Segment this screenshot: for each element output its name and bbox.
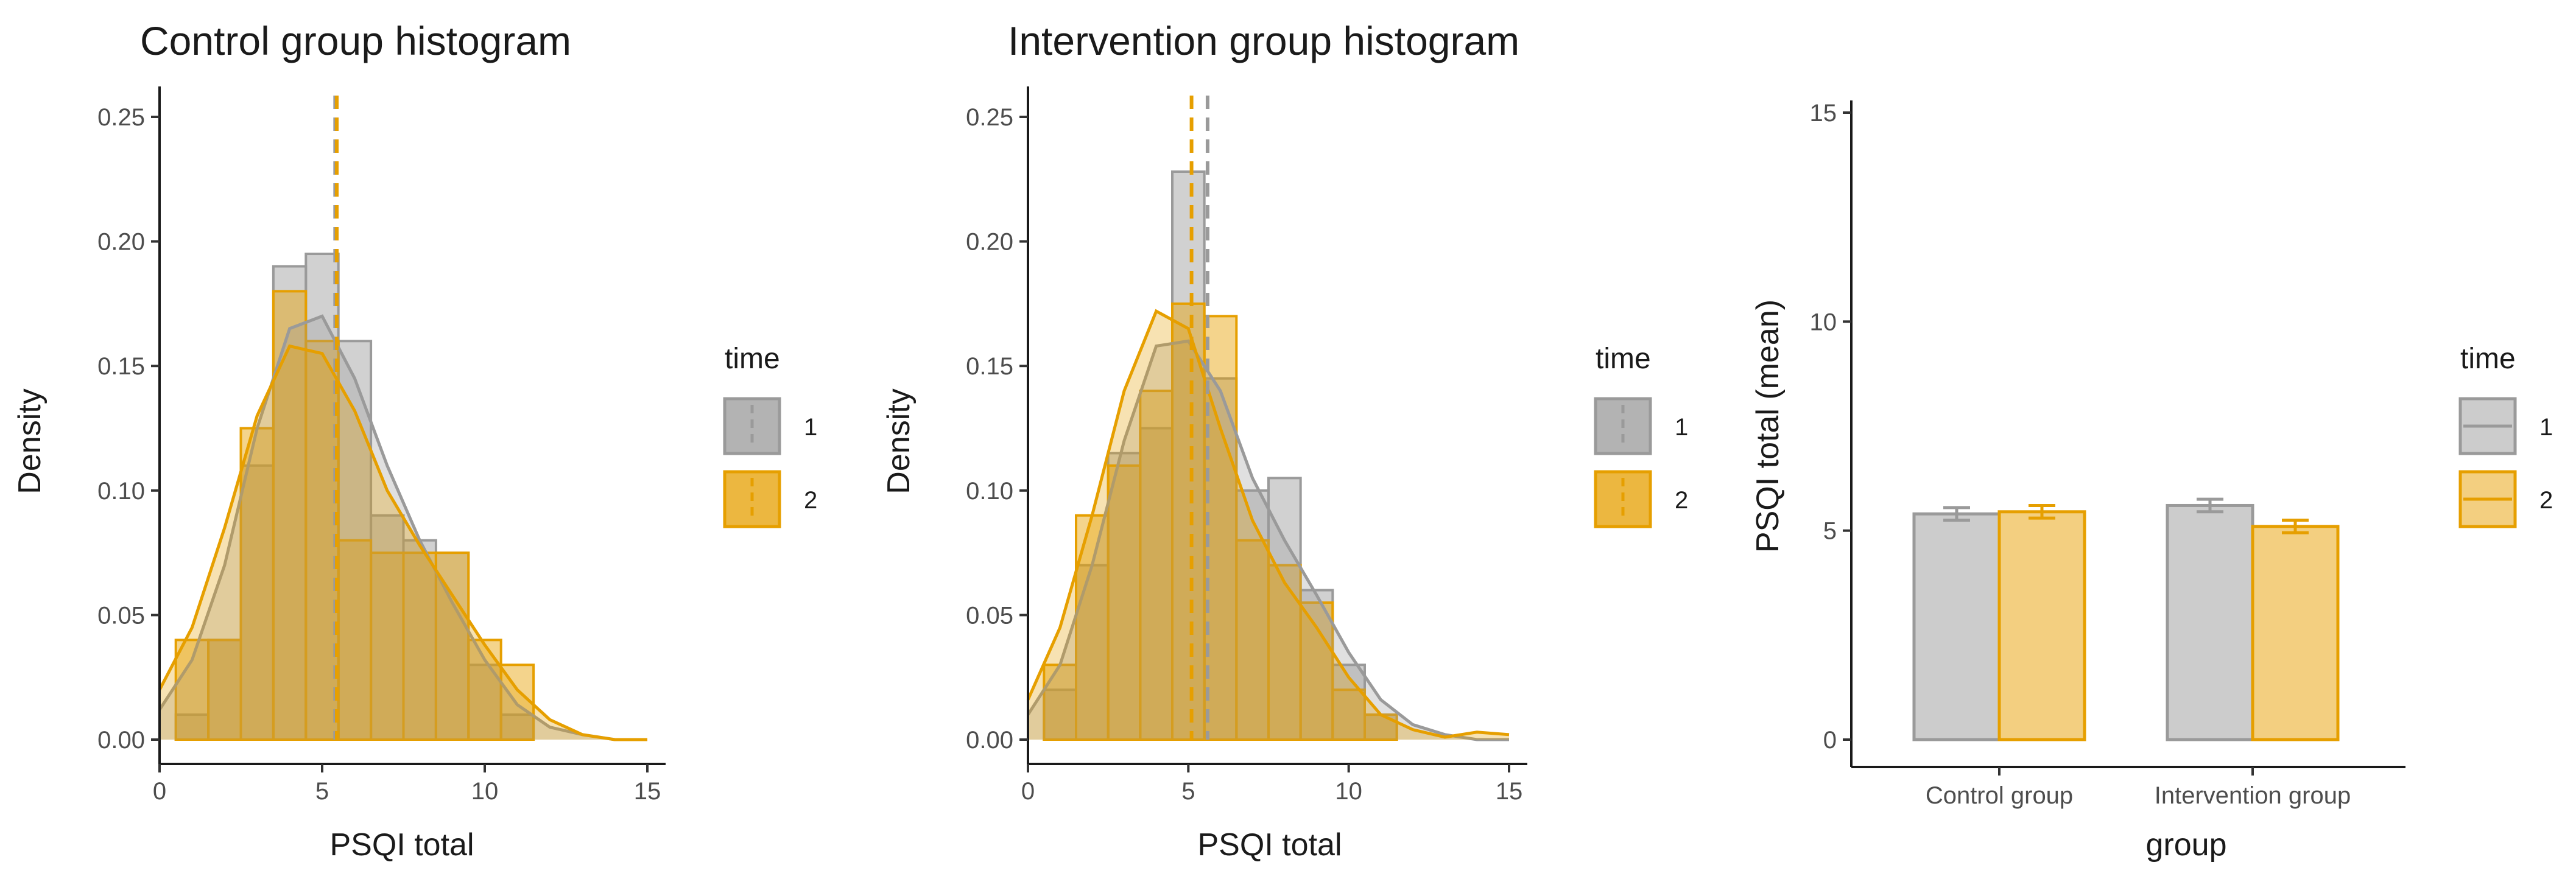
x-tick-label: 0 bbox=[153, 778, 166, 805]
histogram-bar-time-2 bbox=[337, 539, 373, 741]
histogram-bar-time-2 bbox=[304, 340, 340, 741]
legend-title: time bbox=[2460, 343, 2516, 375]
density-curve-time-1 bbox=[1026, 339, 1509, 741]
histogram-bar-time-1 bbox=[1235, 489, 1270, 741]
legend-label-time-1: 1 bbox=[2539, 414, 2553, 441]
histogram-bar-time-2 bbox=[1267, 564, 1302, 741]
histogram-bar-time-1 bbox=[1203, 377, 1238, 741]
y-tick-label: 0.10 bbox=[97, 478, 145, 505]
y-tick-label: 0.20 bbox=[966, 229, 1013, 256]
x-tick-label: 0 bbox=[1021, 778, 1035, 805]
panel3-legend: time 1 2 bbox=[2458, 343, 2553, 528]
histogram-bar-time-2 bbox=[174, 639, 210, 741]
x-tick-label: 10 bbox=[471, 778, 499, 805]
y-tick-label: 0.25 bbox=[97, 104, 145, 131]
y-tick-label: 0.15 bbox=[97, 353, 145, 380]
histogram-bar-time-2 bbox=[1331, 688, 1366, 741]
panel1-legend: time 1 2 bbox=[723, 343, 817, 528]
legend-label-time-2: 2 bbox=[804, 487, 817, 514]
legend-label-time-2: 2 bbox=[2539, 487, 2553, 514]
density-area-time-2 bbox=[1028, 311, 1509, 740]
legend-label-time-1: 1 bbox=[804, 414, 817, 441]
y-tick-label: 10 bbox=[1810, 309, 1837, 335]
y-tick-label: 0.05 bbox=[97, 602, 145, 629]
panel1-plot-area: 0.00 0.05 0.10 0.15 0.20 0.25 0 5 10 15 bbox=[97, 86, 666, 805]
panel1-title: Control group histogram bbox=[140, 18, 571, 63]
y-tick-label: 0.00 bbox=[97, 727, 145, 754]
y-tick-label: 0.15 bbox=[966, 353, 1013, 380]
legend-title: time bbox=[725, 343, 780, 375]
x-tick-label: 5 bbox=[315, 778, 329, 805]
x-tick-label: 10 bbox=[1335, 778, 1362, 805]
panel1-x-axis-label: PSQI total bbox=[330, 827, 474, 863]
histogram-bar-time-2 bbox=[207, 639, 242, 741]
x-tick-label: Intervention group bbox=[2155, 782, 2351, 809]
legend-title: time bbox=[1596, 343, 1651, 375]
panel2-y-axis-label: Density bbox=[881, 388, 917, 494]
x-tick-label: 15 bbox=[1496, 778, 1523, 805]
panel3-y-axis-label: PSQI total (mean) bbox=[1750, 299, 1786, 553]
histogram-bar-time-2 bbox=[467, 639, 502, 741]
y-tick-label: 0.10 bbox=[966, 478, 1013, 505]
bar-time-2 bbox=[1997, 510, 2086, 741]
panel2-title: Intervention group histogram bbox=[1008, 18, 1519, 63]
panel2-legend: time 1 2 bbox=[1594, 343, 1688, 528]
panel3-x-axis-label: group bbox=[2146, 827, 2227, 863]
legend-label-time-1: 1 bbox=[1675, 414, 1688, 441]
y-tick-label: 0 bbox=[1823, 727, 1837, 754]
panel2-plot-area: 0.00 0.05 0.10 0.15 0.20 0.25 0 5 10 15 bbox=[966, 86, 1527, 805]
density-curve-time-2 bbox=[1026, 309, 1510, 739]
histogram-bar-time-2 bbox=[1203, 315, 1238, 741]
y-tick-label: 0.00 bbox=[966, 727, 1013, 754]
x-tick-label: 5 bbox=[1181, 778, 1195, 805]
panel2-x-axis-label: PSQI total bbox=[1198, 827, 1342, 863]
y-tick-label: 0.25 bbox=[966, 104, 1013, 131]
density-curve-time-1 bbox=[158, 314, 647, 741]
legend-label-time-2: 2 bbox=[1675, 487, 1688, 514]
y-tick-label: 0.20 bbox=[97, 229, 145, 256]
density-area-time-2 bbox=[160, 346, 647, 740]
histogram-bar-time-2 bbox=[402, 552, 437, 741]
y-tick-label: 5 bbox=[1823, 518, 1837, 545]
y-tick-label: 15 bbox=[1810, 100, 1837, 127]
density-curve-time-2 bbox=[158, 344, 647, 741]
panel3-plot-area: 0 5 10 15 Control group Intervention group bbox=[1810, 100, 2405, 809]
y-tick-label: 0.05 bbox=[966, 602, 1013, 629]
bar-time-1 bbox=[2166, 503, 2254, 741]
x-tick-label: 15 bbox=[634, 778, 661, 805]
density-area-time-1 bbox=[1028, 341, 1509, 740]
x-tick-label: Control group bbox=[1926, 782, 2073, 809]
panel1-y-axis-label: Density bbox=[12, 388, 48, 494]
bar-time-2 bbox=[2251, 525, 2340, 741]
histogram-bar-time-2 bbox=[1107, 464, 1142, 741]
bar-time-1 bbox=[1912, 512, 2001, 741]
density-area-time-1 bbox=[160, 316, 647, 740]
